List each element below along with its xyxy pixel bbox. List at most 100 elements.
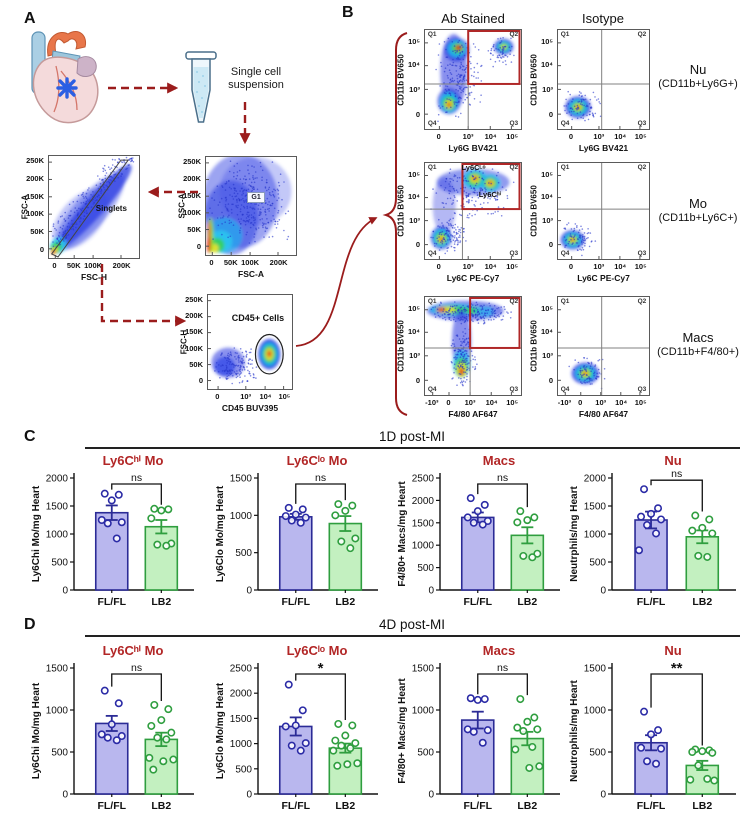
y-axis-label: Ly6Clo Mo/mg Heart xyxy=(215,682,226,779)
speckle xyxy=(449,218,452,221)
speckle xyxy=(234,356,236,358)
y-axis-label: Neutrphils/mg Heart xyxy=(569,486,580,582)
data-point xyxy=(478,738,487,747)
data-point xyxy=(147,721,156,730)
speckle xyxy=(497,56,500,59)
speckle xyxy=(451,310,454,313)
x-axis-label: Ly6G BV421 xyxy=(578,143,629,153)
column-title-ab-stained: Ab Stained xyxy=(441,11,505,26)
speckle xyxy=(584,242,586,245)
speckle xyxy=(67,234,70,236)
speckle xyxy=(465,200,468,203)
speckle xyxy=(587,236,589,239)
speckle xyxy=(441,242,444,245)
x-tick-label: 10⁴ xyxy=(615,398,628,407)
data-point xyxy=(483,726,492,735)
speckle xyxy=(237,204,239,207)
speckle xyxy=(241,369,244,371)
speckle xyxy=(493,197,496,199)
quadrant-label: Q3 xyxy=(509,385,519,393)
speckle xyxy=(474,366,477,368)
speckle xyxy=(470,62,472,65)
speckle xyxy=(582,248,585,251)
speckle xyxy=(440,301,442,304)
speckle xyxy=(466,363,469,365)
speckle xyxy=(241,194,243,196)
speckle xyxy=(460,86,462,88)
suspension-dots xyxy=(196,71,206,113)
speckle xyxy=(448,69,451,71)
data-point xyxy=(703,774,712,783)
speckle xyxy=(473,204,475,206)
speckle xyxy=(242,178,245,180)
heart-illustration xyxy=(26,24,106,130)
speckle xyxy=(248,351,251,354)
speckle xyxy=(262,206,264,208)
speckle xyxy=(460,214,462,216)
speckle xyxy=(575,107,577,110)
speckle xyxy=(462,65,465,68)
speckle xyxy=(463,371,465,373)
speckle xyxy=(481,307,484,309)
speckle xyxy=(571,118,573,121)
y-tick-label: 10⁴ xyxy=(407,327,420,336)
speckle xyxy=(59,226,62,229)
data-point xyxy=(117,518,126,527)
speckle xyxy=(439,226,441,228)
speckle xyxy=(475,168,478,171)
data-point xyxy=(528,742,537,751)
speckle xyxy=(71,223,73,226)
speckle xyxy=(449,185,451,187)
speckle xyxy=(468,213,471,215)
data-point xyxy=(463,513,472,522)
speckle xyxy=(250,214,253,216)
speckle xyxy=(577,231,580,234)
speckle xyxy=(82,201,85,204)
speckle xyxy=(477,49,480,51)
data-point xyxy=(164,705,173,714)
speckle xyxy=(242,192,245,195)
speckle xyxy=(238,381,241,384)
speckle xyxy=(465,194,467,197)
speckle xyxy=(463,54,466,57)
speckle xyxy=(227,210,230,212)
speckle xyxy=(444,187,447,189)
speckle xyxy=(236,162,238,165)
speckle xyxy=(463,69,466,71)
speckle xyxy=(497,307,500,309)
speckle xyxy=(444,252,446,255)
y-tick-label: 0 xyxy=(600,586,606,597)
speckle xyxy=(75,226,77,229)
data-point xyxy=(150,504,159,513)
speckle xyxy=(496,56,499,59)
y-tick-label: 1000 xyxy=(46,706,69,717)
speckle xyxy=(231,212,233,214)
speckle xyxy=(487,197,489,199)
density-cloud xyxy=(211,339,281,378)
speckle xyxy=(576,106,579,109)
speckle xyxy=(457,73,460,76)
speckle xyxy=(447,37,450,40)
curve-cd45-to-panel-b xyxy=(295,217,378,347)
data-point xyxy=(703,552,712,561)
speckle xyxy=(463,190,465,192)
speckle xyxy=(247,188,250,191)
speckle xyxy=(449,232,451,234)
data-point xyxy=(149,765,158,774)
speckle xyxy=(592,113,594,116)
speckle-dots xyxy=(430,167,515,255)
flow-plot-cd45: FSC-H 250K 200K 150K 100K 50K 0 0 10³ 10⁴ 10⁵ CD45 … xyxy=(175,294,293,418)
speckle xyxy=(453,249,456,252)
speckle xyxy=(118,169,121,171)
speckle xyxy=(581,238,584,240)
speckle xyxy=(462,87,465,90)
speckle xyxy=(232,224,235,226)
speckle xyxy=(465,179,467,182)
speckle xyxy=(244,175,246,177)
speckle xyxy=(246,211,249,214)
population-name: Nu xyxy=(689,62,707,77)
speckle xyxy=(272,194,275,197)
flow-plot-ly6g-abstained: CD11b BV650 10⁵ 10⁴ 10³ 0 0 10³ 10⁴ 10⁵ Ly6G BV42… xyxy=(392,29,522,158)
speckle xyxy=(212,238,214,240)
speckle xyxy=(456,57,458,60)
